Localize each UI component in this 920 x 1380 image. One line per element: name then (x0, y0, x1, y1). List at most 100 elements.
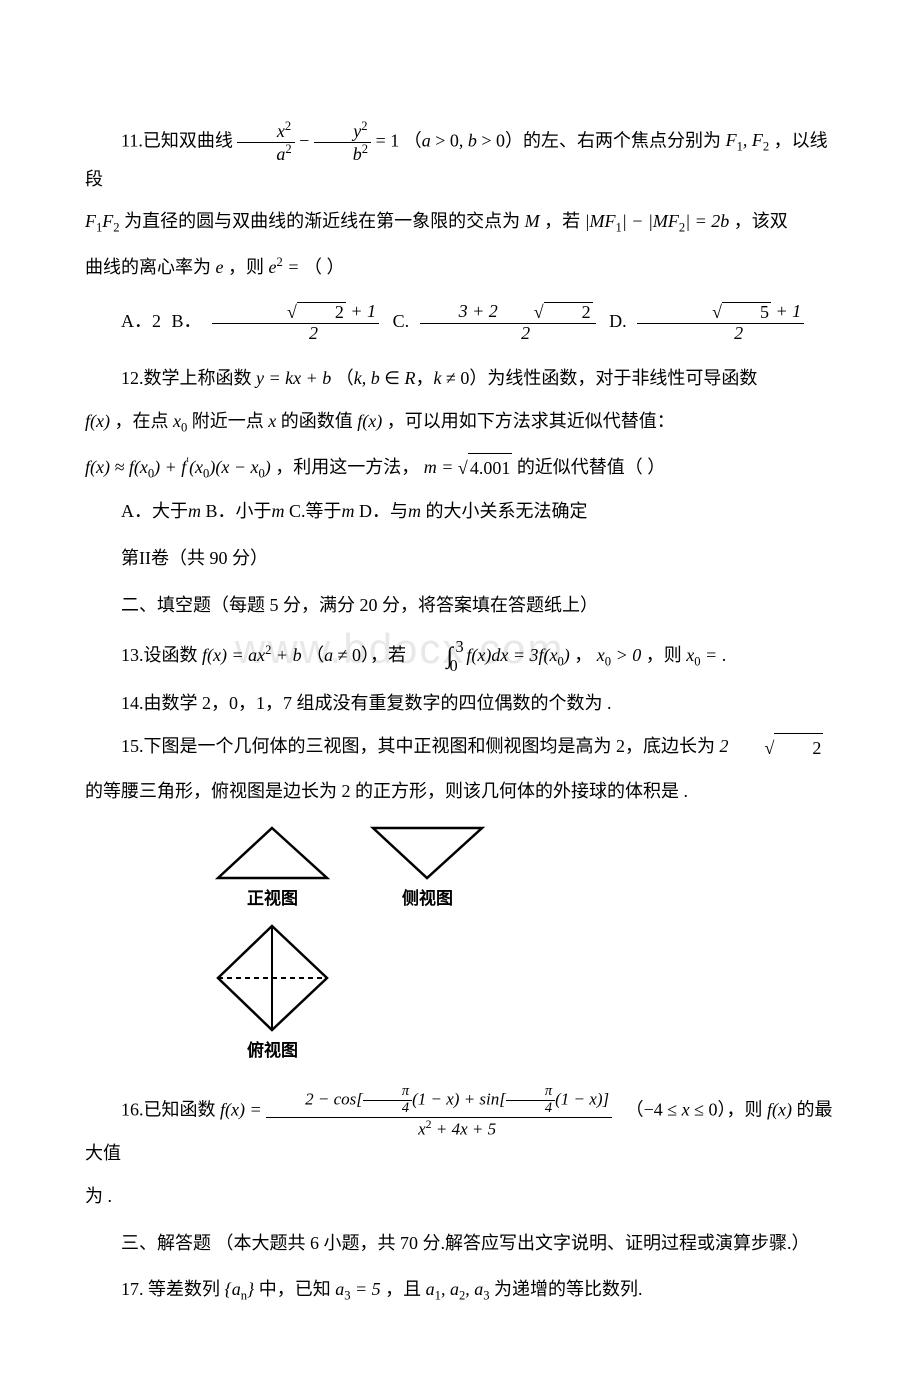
q12-optB: B．小于 (206, 501, 272, 521)
q11-eq1: = 1 (376, 130, 404, 150)
q12-optC: C.等于 (289, 501, 342, 521)
q11-optC-frac: 3 + 2√2 2 (420, 302, 596, 344)
front-view-triangle (215, 825, 330, 881)
q15-line2: 的等腰三角形，俯视图是边长为 2 的正方形，则该几何体的外接球的体积是 . (85, 777, 835, 806)
q12-func: y = kx + b (256, 368, 331, 388)
q12-x: x (268, 411, 276, 431)
q11-minus: − (299, 130, 314, 150)
q12-optB-m: m (272, 501, 285, 521)
q12-l2b: 附近一点 (192, 411, 264, 431)
q11-options: A．2 B． √2 + 1 2 C. 3 + 2√2 2 D. √5 + 1 2 (85, 302, 835, 344)
q11-line3a: 曲线的离心率为 (85, 257, 211, 277)
q12-optD-tail: 的大小关系无法确定 (426, 501, 588, 521)
front-view-block: 正视图 (215, 825, 330, 912)
q16-frac: 2 − cos[π4(1 − x) + sin[π4(1 − x)] x2 + … (266, 1084, 612, 1139)
side-view-triangle (370, 825, 485, 881)
side-view-block: 侧视图 (370, 825, 485, 912)
q13-comma: ， (574, 645, 592, 665)
q13: 13.设函数 f(x) = ax2 + b （a ≠ 0），若 ∫03 f(x)… (85, 638, 835, 675)
q11-line2b: 为直径的圆与双曲线的渐近线在第一象限的交点为 (124, 211, 520, 231)
q13-tail: ，则 (646, 645, 682, 665)
q14: 14.由数学 2，0，1，7 组成没有重复数字的四位偶数的个数为 . (85, 689, 835, 718)
q17-a3: a3 = 5 (335, 1279, 380, 1299)
q13-integral-sign: ∫03 (410, 638, 452, 675)
q12-approx: f(x) ≈ f(x0) + f′(x0)(x − x0) (85, 457, 271, 477)
q11-optD: D. (609, 311, 627, 331)
q12-cond: （k, b ∈ R，k ≠ 0）为线性函数，对于非线性可导函数 (336, 368, 758, 388)
fill-header: 二、填空题（每题 5 分，满分 20 分，将答案填在答题纸上） (85, 591, 835, 620)
q12-fx2: f(x) (357, 411, 382, 431)
q17-mid2: ，且 (385, 1279, 421, 1299)
q11-optC: C. (393, 311, 410, 331)
front-view-label: 正视图 (247, 885, 298, 912)
q17-seq: {an} (225, 1279, 255, 1299)
q11-line2d: ，该双 (734, 211, 788, 231)
q12-m: m = √4.001 (424, 457, 513, 477)
q13-blank: . (722, 645, 727, 665)
q12-optA: A．大于 (121, 501, 188, 521)
q16-fx2: f(x) (767, 1100, 792, 1120)
solve-header: 三、解答题 （本大题共 6 小题，共 70 分.解答应写出文字说明、证明过程或演… (85, 1229, 835, 1258)
q16-line2: 为 . (85, 1182, 835, 1211)
q17-mid1: 中，已知 (259, 1279, 331, 1299)
q15-figure: 正视图 侧视图 俯视图 (215, 825, 835, 1063)
q12-optD-m: m (408, 501, 421, 521)
q13-x0cond: x0 > 0 (597, 645, 641, 665)
q11-e: e (216, 257, 224, 277)
q11-e2: e2 = (269, 257, 304, 277)
q13-prefix: 13.设函数 (121, 645, 198, 665)
q13-x0eq: x0 = (686, 645, 721, 665)
top-view-block: 俯视图 (215, 923, 330, 1064)
q11-optB: B． (172, 311, 202, 331)
q13-fx: f(x) = ax2 + b (202, 645, 302, 665)
q12-optC-m: m (342, 501, 355, 521)
q12-optA-m: m (188, 501, 201, 521)
q12-fx: f(x) (85, 411, 110, 431)
q17-tail: 为递增的等比数列. (494, 1279, 643, 1299)
q11-optD-frac: √5 + 1 2 (637, 302, 804, 344)
q12-line2: f(x) ，在点 x0 附近一点 x 的函数值 f(x) ，可以用如下方法求其近… (85, 407, 835, 438)
q11-abs: |MF1| − |MF2| = 2b (585, 211, 730, 231)
q12-options: A．大于m B．小于m C.等于m D．与m 的大小关系无法确定 (85, 497, 835, 526)
q11-line3c: （ ） (304, 257, 345, 277)
q11-cond: （a > 0, b > 0）的左、右两个焦点分别为 (404, 130, 721, 150)
q11-optB-frac: √2 + 1 2 (212, 302, 379, 344)
figure-row1: 正视图 侧视图 (215, 825, 835, 912)
q11-optA: A．2 (121, 311, 161, 331)
q12-l3b: 的近似代替值（ ） (517, 457, 666, 477)
page-content: www.bdocx.com 11.已知双曲线 x2 a2 − y2 b2 = 1… (85, 120, 835, 1306)
q11-line1: 11.已知双曲线 x2 a2 − y2 b2 = 1 （a > 0, b > 0… (85, 120, 835, 193)
q12-prefix: 12.数学上称函数 (121, 368, 252, 388)
q12-l2d: ，可以用如下方法求其近似代替值： (387, 411, 675, 431)
side-view-label: 侧视图 (402, 885, 453, 912)
q11-f1f2: F1F2 (85, 211, 120, 231)
q11-line3b: ，则 (228, 257, 264, 277)
q11-line2c: ，若 (544, 211, 580, 231)
q12-x0: x0 (173, 411, 187, 431)
q11-line2: F1F2 为直径的圆与双曲线的渐近线在第一象限的交点为 M ，若 |MF1| −… (85, 207, 835, 238)
q11-foci: F1, F2 (726, 130, 770, 150)
q16-fxlhs: f(x) = (220, 1100, 266, 1120)
q11-frac2: y2 b2 (314, 120, 371, 165)
q12-l3a: ，利用这一方法， (275, 457, 419, 477)
top-view-square (215, 923, 330, 1033)
q16-prefix: 16.已知函数 (121, 1100, 216, 1120)
q12-l2c: 的函数值 (281, 411, 353, 431)
q17: 17. 等差数列 {an} 中，已知 a3 = 5 ，且 a1, a2, a3 … (85, 1275, 835, 1306)
q15-line1a: 15.下图是一个几何体的三视图，其中正视图和侧视图均是高为 2，底边长为 (121, 736, 715, 756)
q15-val: 2√2 (720, 736, 824, 756)
q12-line1: 12.数学上称函数 y = kx + b （k, b ∈ R，k ≠ 0）为线性… (85, 364, 835, 393)
q17-prefix: 17. 等差数列 (121, 1279, 220, 1299)
q13-intbody: f(x)dx = 3f(x0) (466, 645, 569, 665)
q16-line1: 16.已知函数 f(x) = 2 − cos[π4(1 − x) + sin[π… (85, 1084, 835, 1168)
section2-header: 第II卷（共 90 分） (85, 544, 835, 573)
q15-line1: 15.下图是一个几何体的三视图，其中正视图和侧视图均是高为 2，底边长为 2√2 (85, 732, 835, 763)
q11-M: M (525, 211, 540, 231)
q11-prefix: 11.已知双曲线 (121, 130, 233, 150)
q12-optD: D．与 (359, 501, 408, 521)
q11-line3: 曲线的离心率为 e ，则 e2 = （ ） (85, 252, 835, 282)
q17-terms: a1, a2, a3 (426, 1279, 490, 1299)
q13-cond: （a ≠ 0），若 (306, 645, 406, 665)
q12-l2a: ，在点 (114, 411, 168, 431)
q11-frac1: x2 a2 (237, 120, 294, 165)
